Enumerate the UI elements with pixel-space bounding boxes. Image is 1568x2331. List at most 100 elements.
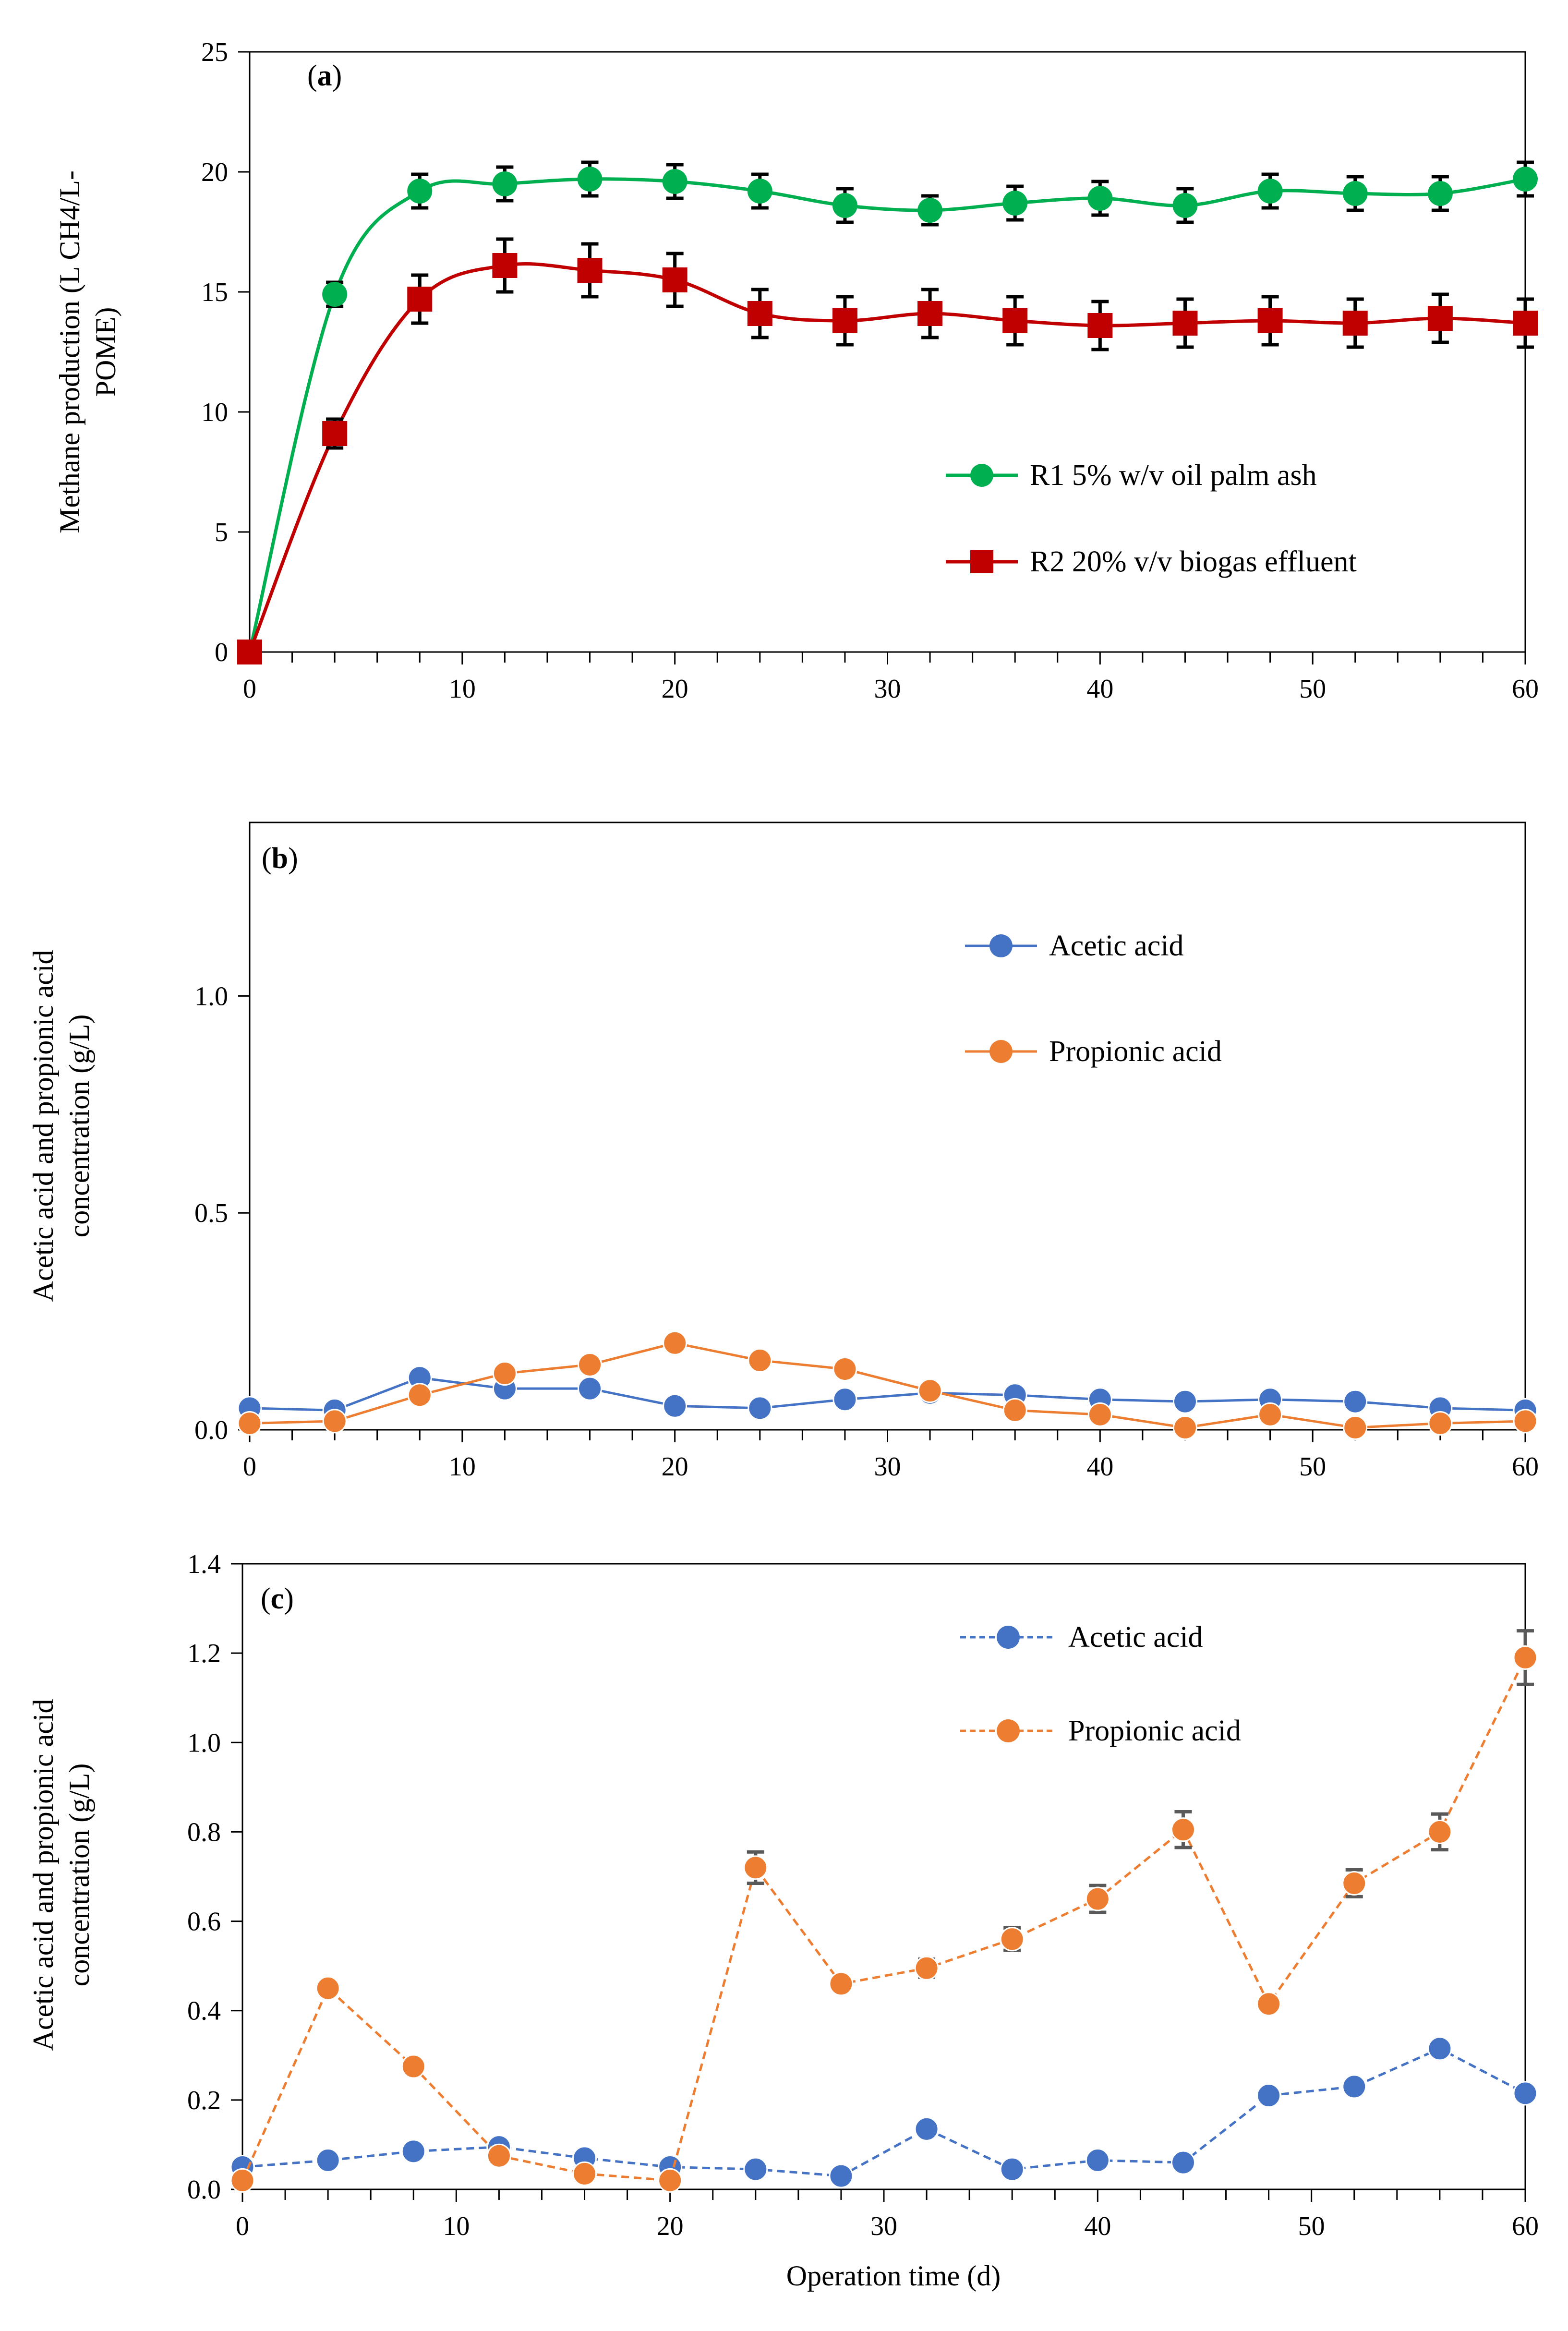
- legend-marker: [970, 550, 993, 573]
- data-point: [578, 1376, 603, 1401]
- data-point: [492, 171, 518, 196]
- data-point: [1342, 2074, 1367, 2099]
- series-line: [248, 262, 1526, 653]
- data-point: [1257, 179, 1283, 204]
- series-acetic-acid: [230, 2036, 1538, 2188]
- data-point: [748, 1348, 772, 1373]
- y-tick-label: 0.4: [187, 1996, 221, 2026]
- x-tick-label: 40: [1084, 2211, 1111, 2241]
- data-point: [577, 258, 603, 283]
- y-tick-label: 0: [215, 638, 228, 667]
- data-point: [322, 282, 348, 307]
- data-point: [743, 2157, 768, 2182]
- data-point: [1087, 313, 1113, 338]
- legend-marker: [989, 934, 1013, 957]
- data-point: [1342, 1871, 1367, 1896]
- data-point: [322, 421, 348, 446]
- data-point: [1000, 1927, 1025, 1952]
- legend-marker: [997, 1626, 1020, 1649]
- x-tick-label: 30: [870, 2211, 897, 2241]
- chart-panel-b: 0 10 20 30 40 50 60 0.0 0.5 1.0 Acetic acid and pr…: [27, 821, 1539, 1482]
- data-point: [1428, 1411, 1453, 1436]
- series-line: [249, 1341, 1526, 1429]
- data-point: [1513, 1409, 1538, 1434]
- data-point: [832, 1387, 857, 1412]
- data-point: [230, 2168, 255, 2193]
- data-point: [829, 2163, 854, 2188]
- data-point: [1087, 1402, 1112, 1427]
- legend-entry: Acetic acid: [960, 1621, 1203, 1654]
- data-point: [663, 1330, 688, 1355]
- data-point: [1002, 1398, 1027, 1423]
- panel-label: (c): [261, 1582, 294, 1615]
- legend-entry: Acetic acid: [965, 930, 1184, 962]
- data-point: [1172, 193, 1198, 218]
- x-tick-label: 20: [662, 674, 688, 704]
- data-point: [1172, 1389, 1197, 1414]
- data-point: [322, 1409, 347, 1434]
- data-point: [486, 2143, 511, 2168]
- data-point: [407, 179, 433, 204]
- chart-panel-c: 0 10 20 30 40 50 60 0.0 0.2 0.4 0.6 0.8 1.0 1.2 1.4 Ace…: [27, 1549, 1539, 2292]
- chart-panel-a: 0 10 20 30 40 50 60 0 5 10 15 20 25 Methane productio…: [54, 37, 1539, 704]
- legend-label: R1 5% w/v oil palm ash: [1030, 459, 1317, 492]
- y-tick-label: 20: [201, 157, 228, 187]
- y-axis-title: Methane production (L CH4/L- POME): [54, 170, 121, 533]
- data-point: [1002, 191, 1028, 216]
- x-tick-label: 10: [449, 1452, 476, 1482]
- plot-frame: [241, 1563, 1526, 2190]
- series-line: [241, 1657, 1527, 2182]
- panel-label: (a): [307, 60, 342, 92]
- y-axis-title: Acetic acid and propionic acid concentrat…: [27, 950, 95, 1302]
- data-point: [407, 287, 433, 312]
- x-tick-label: 10: [443, 2211, 470, 2241]
- data-point: [1000, 2157, 1025, 2182]
- data-point: [1170, 1817, 1195, 1842]
- x-tick-label: 60: [1512, 674, 1539, 704]
- series-line: [249, 1377, 1526, 1412]
- data-point: [1427, 306, 1453, 331]
- legend-marker: [970, 464, 993, 487]
- legend-label: Acetic acid: [1049, 930, 1184, 962]
- data-point: [407, 1383, 432, 1408]
- data-point: [578, 1352, 603, 1377]
- x-tick-label: 10: [449, 674, 476, 704]
- data-point: [1257, 308, 1283, 333]
- data-point: [1343, 1415, 1368, 1440]
- legend-marker: [997, 1719, 1020, 1742]
- legend-label: Acetic acid: [1068, 1621, 1203, 1654]
- legend-label: R2 20% v/v biogas effluent: [1030, 545, 1357, 578]
- data-point: [914, 1956, 939, 1981]
- data-point: [658, 2168, 683, 2193]
- y-tick-label: 1.0: [194, 981, 228, 1011]
- data-point: [662, 267, 688, 292]
- y-tick-label: 0.0: [187, 2175, 221, 2205]
- plot-frame: [249, 821, 1526, 1431]
- y-tick-label: 0.2: [187, 2086, 221, 2115]
- data-point: [917, 198, 943, 223]
- data-point: [401, 2139, 426, 2164]
- data-point: [1256, 1992, 1281, 2017]
- legend-entry: Propionic acid: [965, 1035, 1222, 1068]
- data-point: [832, 193, 857, 218]
- legend-entry: R1 5% w/v oil palm ash: [946, 459, 1317, 492]
- data-point: [1342, 311, 1368, 336]
- y-tick-label: 0.0: [194, 1415, 228, 1445]
- data-point: [237, 1411, 262, 1436]
- x-tick-label: 30: [874, 1452, 901, 1482]
- y-tick-label: 25: [201, 37, 228, 67]
- y-tick-label: 0.8: [187, 1817, 221, 1847]
- series-propionic-acid: [230, 1629, 1538, 2193]
- data-point: [829, 1971, 854, 1996]
- x-tick-label: 40: [1086, 1452, 1113, 1482]
- data-point: [315, 2148, 340, 2173]
- data-point: [492, 1361, 517, 1386]
- series-r1-5-w-v-oil-palm-ash: [237, 160, 1538, 664]
- data-point: [1427, 181, 1453, 206]
- y-tick-label: 1.2: [187, 1639, 221, 1668]
- data-point: [1085, 2148, 1110, 2173]
- x-tick-label: 20: [662, 1452, 688, 1482]
- x-tick-label: 60: [1512, 2211, 1539, 2241]
- data-point: [237, 640, 262, 664]
- data-point: [832, 1357, 857, 1381]
